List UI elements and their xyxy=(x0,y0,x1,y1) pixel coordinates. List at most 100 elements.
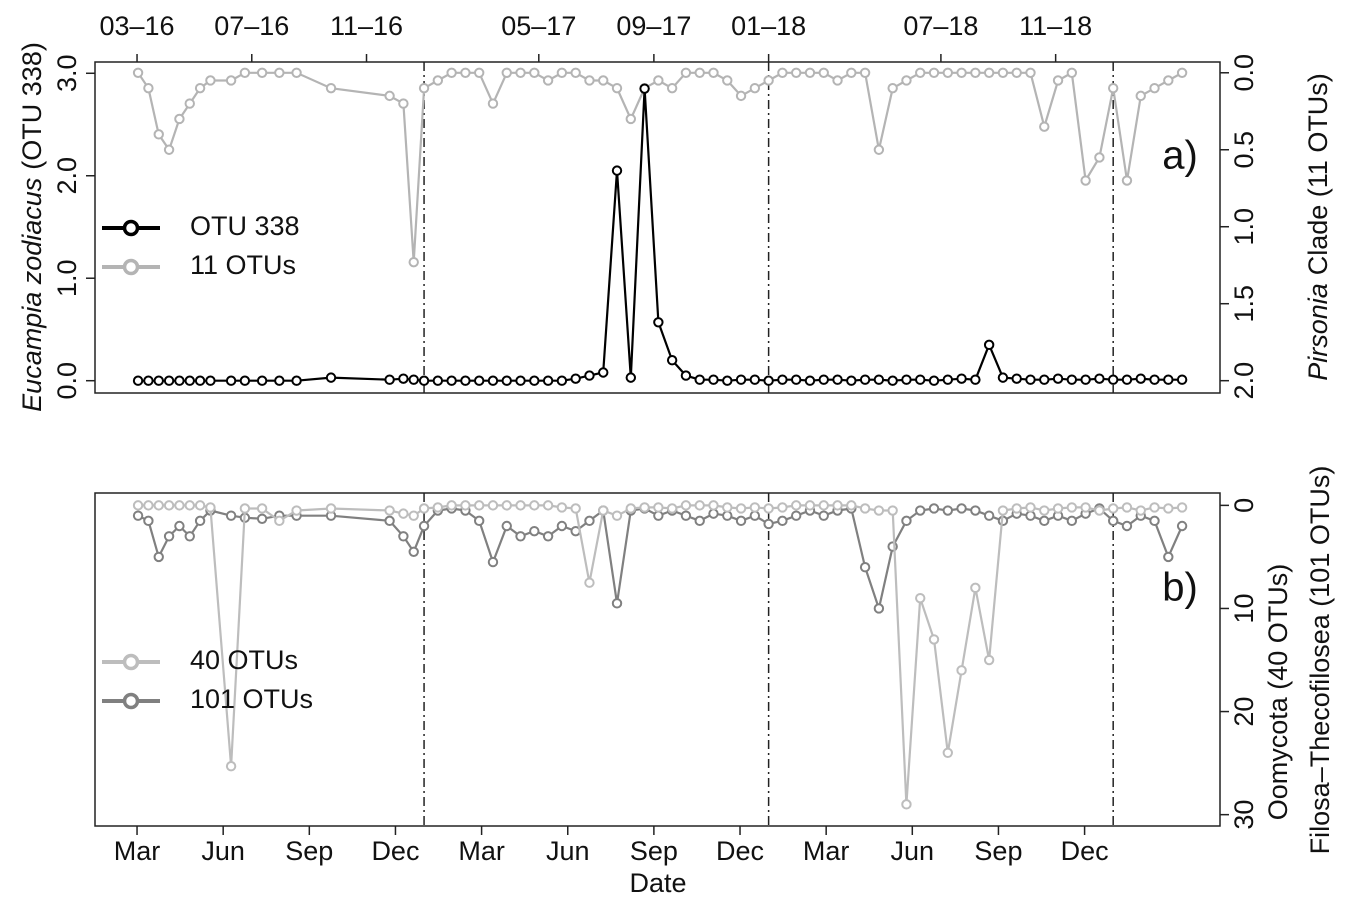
x-axis-label: Date xyxy=(629,868,686,898)
data-point xyxy=(735,515,747,527)
data-point xyxy=(639,502,650,513)
data-point xyxy=(1107,515,1119,527)
data-point xyxy=(832,500,843,511)
data-point xyxy=(239,503,251,514)
data-point xyxy=(887,505,898,516)
data-point xyxy=(1066,374,1078,385)
data-point xyxy=(942,747,953,759)
data-point xyxy=(542,75,554,86)
panel-b-frame xyxy=(94,492,1221,827)
data-point xyxy=(653,317,664,328)
data-point xyxy=(515,375,526,386)
x-tick-label: Jun xyxy=(201,836,245,866)
data-point xyxy=(1066,502,1078,513)
data-point xyxy=(398,508,409,519)
data-point xyxy=(584,75,595,86)
data-point xyxy=(873,505,885,516)
data-point xyxy=(473,375,485,386)
data-point xyxy=(1121,502,1133,513)
data-point xyxy=(291,375,302,386)
y-tick-label: 0 xyxy=(1229,498,1259,513)
x-tick-label: 01–18 xyxy=(731,11,806,41)
data-point xyxy=(777,374,788,385)
data-point xyxy=(598,505,609,516)
x-tick-label: Dec xyxy=(371,836,419,866)
data-point xyxy=(611,598,623,609)
legend-label: 11 OTUs xyxy=(190,250,296,280)
data-point xyxy=(1080,502,1091,513)
data-point xyxy=(983,67,995,78)
data-point xyxy=(584,370,595,381)
data-point xyxy=(143,500,154,511)
data-point xyxy=(970,67,981,78)
data-point xyxy=(790,510,802,521)
data-point xyxy=(153,551,164,563)
data-point xyxy=(556,375,568,386)
x-tick-label: Sep xyxy=(285,836,333,866)
data-point xyxy=(473,500,485,511)
data-point xyxy=(205,75,216,86)
data-point xyxy=(1025,510,1036,521)
data-point xyxy=(901,374,912,385)
data-point xyxy=(887,82,898,94)
data-point xyxy=(194,515,206,527)
data-point xyxy=(722,502,733,513)
data-point xyxy=(859,374,871,385)
data-point xyxy=(556,502,568,513)
data-point xyxy=(418,503,430,514)
x-tick-label: 03–16 xyxy=(99,11,174,41)
data-point xyxy=(515,531,526,542)
panel-annotation: a) xyxy=(1162,134,1198,178)
data-point xyxy=(1080,374,1091,385)
data-point xyxy=(501,375,512,386)
data-point xyxy=(225,510,237,521)
data-point xyxy=(735,374,747,385)
data-point xyxy=(529,375,540,386)
data-point xyxy=(859,67,871,78)
data-point xyxy=(790,374,802,385)
data-point xyxy=(680,370,692,381)
legend-marker xyxy=(122,258,140,276)
y-tick-label: 20 xyxy=(1229,697,1259,727)
data-point xyxy=(666,503,678,514)
x-tick-label: 09–17 xyxy=(616,11,691,41)
x-tick-label: Jun xyxy=(546,836,590,866)
data-point xyxy=(1039,121,1050,132)
data-point xyxy=(598,367,609,378)
data-point xyxy=(846,67,857,78)
data-point xyxy=(384,505,395,516)
data-point xyxy=(749,510,761,521)
data-point xyxy=(153,500,164,511)
y-tick-label: 1.0 xyxy=(52,259,82,297)
data-point xyxy=(1039,374,1050,385)
data-point xyxy=(625,113,636,125)
data-point xyxy=(529,500,540,511)
data-point xyxy=(804,67,816,78)
y-axis-label-rest: (OTU 338) xyxy=(17,42,47,170)
data-point xyxy=(446,67,457,78)
data-point xyxy=(611,165,623,176)
data-point xyxy=(1107,374,1119,385)
x-tick-label: Sep xyxy=(630,836,678,866)
data-point xyxy=(983,510,995,521)
data-point xyxy=(1176,67,1188,78)
data-point xyxy=(570,373,581,384)
data-point xyxy=(194,500,206,511)
data-point xyxy=(256,375,268,386)
data-point xyxy=(970,582,981,594)
data-point xyxy=(408,374,419,385)
data-point xyxy=(928,67,940,78)
data-point xyxy=(611,510,623,521)
data-point xyxy=(225,75,237,86)
data-point xyxy=(418,375,430,386)
y-tick-label: 0.5 xyxy=(1229,131,1259,169)
data-point xyxy=(790,500,802,511)
data-point xyxy=(143,375,154,386)
data-point xyxy=(777,502,788,513)
data-point xyxy=(1107,82,1119,94)
y-tick-label: 0.0 xyxy=(52,362,82,400)
data-point xyxy=(942,67,953,78)
y-axis-label: Eucampia zodiacus (OTU 338) xyxy=(17,42,47,412)
data-point xyxy=(708,500,719,511)
x-tick-label: Mar xyxy=(458,836,505,866)
